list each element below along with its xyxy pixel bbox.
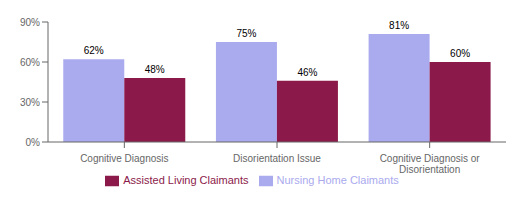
svg-text:0%: 0%: [26, 137, 41, 148]
svg-text:Disorientation Issue: Disorientation Issue: [233, 153, 321, 164]
svg-text:60%: 60%: [20, 57, 40, 68]
svg-text:81%: 81%: [389, 20, 409, 31]
svg-text:Cognitive Diagnosis: Cognitive Diagnosis: [80, 153, 168, 164]
svg-text:60%: 60%: [450, 48, 470, 59]
html-text:Assisted Living Claimants: Assisted Living Claimants: [123, 174, 249, 186]
svg-text:62%: 62%: [84, 45, 104, 56]
svg-text:48%: 48%: [145, 64, 165, 75]
html-text:Nursing Home Claimants: Nursing Home Claimants: [276, 174, 399, 186]
svg-text:30%: 30%: [20, 97, 40, 108]
svg-text:90%: 90%: [20, 17, 40, 28]
svg-text:46%: 46%: [297, 67, 317, 78]
svg-text:75%: 75%: [236, 28, 256, 39]
svg-text:Cognitive Diagnosis orDisorien: Cognitive Diagnosis orDisorientation: [380, 153, 481, 175]
